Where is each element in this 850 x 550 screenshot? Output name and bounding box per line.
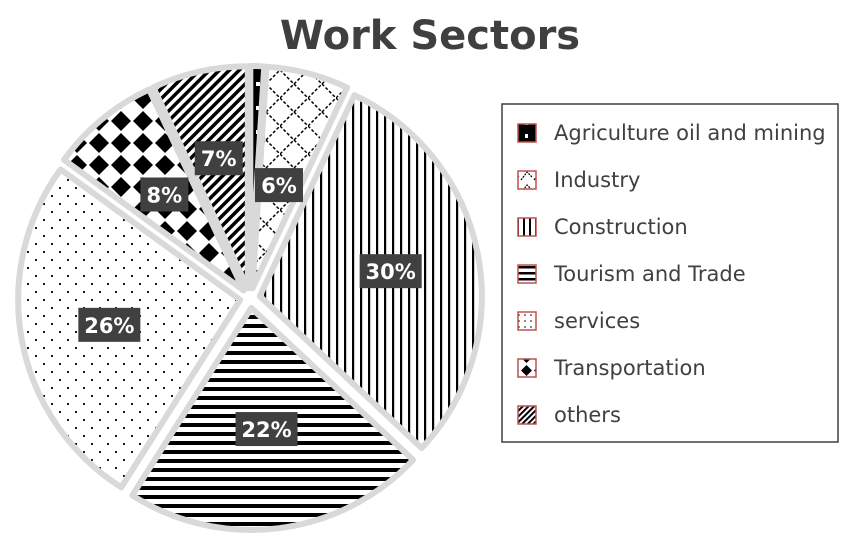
legend-label: Construction <box>554 215 688 239</box>
data-label-transportation: 8% <box>140 177 189 212</box>
legend: Agriculture oil and mining Industry Constr… <box>501 103 839 443</box>
legend-swatch <box>517 264 537 284</box>
legend-swatch <box>517 311 537 331</box>
legend-label: services <box>554 309 640 333</box>
data-label-others: 7% <box>194 141 243 176</box>
legend-item-industry: Industry <box>517 168 640 192</box>
data-label-text: 26% <box>84 314 134 338</box>
data-label-box <box>140 177 189 212</box>
pie-slices <box>15 63 485 533</box>
legend-item-agriculture-oil-and-mining: Agriculture oil and mining <box>517 121 826 145</box>
data-labels: 6% 30% 22% 26% 8% 7% <box>78 141 422 447</box>
legend-label: Industry <box>554 168 640 192</box>
legend-label: others <box>554 403 621 427</box>
legend-item-services: services <box>517 309 640 333</box>
data-label-tourism-and-trade: 22% <box>235 412 298 447</box>
data-label-text: 7% <box>201 147 237 171</box>
data-label-industry: 6% <box>254 168 303 203</box>
data-label-text: 6% <box>261 174 297 198</box>
data-label-text: 8% <box>147 184 183 208</box>
data-label-box <box>359 254 422 289</box>
data-label-services: 26% <box>78 307 141 342</box>
data-label-box <box>78 307 141 342</box>
legend-item-transportation: Transportation <box>517 356 706 380</box>
pie-slice-others <box>150 63 251 292</box>
legend-item-construction: Construction <box>517 215 688 239</box>
legend-item-tourism-and-trade: Tourism and Trade <box>517 262 746 286</box>
legend-swatch <box>517 170 537 190</box>
data-label-box <box>235 412 298 447</box>
legend-item-others: others <box>517 403 621 427</box>
legend-box <box>501 103 839 443</box>
data-label-text: 30% <box>366 260 416 284</box>
data-label-construction: 30% <box>359 254 422 289</box>
chart-title: Work Sectors <box>280 13 580 59</box>
legend-swatch <box>517 405 537 425</box>
legend-label: Tourism and Trade <box>553 262 746 286</box>
data-label-text: 22% <box>241 418 291 442</box>
legend-swatch <box>517 123 537 143</box>
legend-swatch <box>517 217 537 237</box>
data-label-box <box>194 141 243 176</box>
legend-label: Transportation <box>553 356 706 380</box>
legend-swatch <box>517 358 537 378</box>
legend-label: Agriculture oil and mining <box>554 121 826 145</box>
data-label-box <box>254 168 303 203</box>
